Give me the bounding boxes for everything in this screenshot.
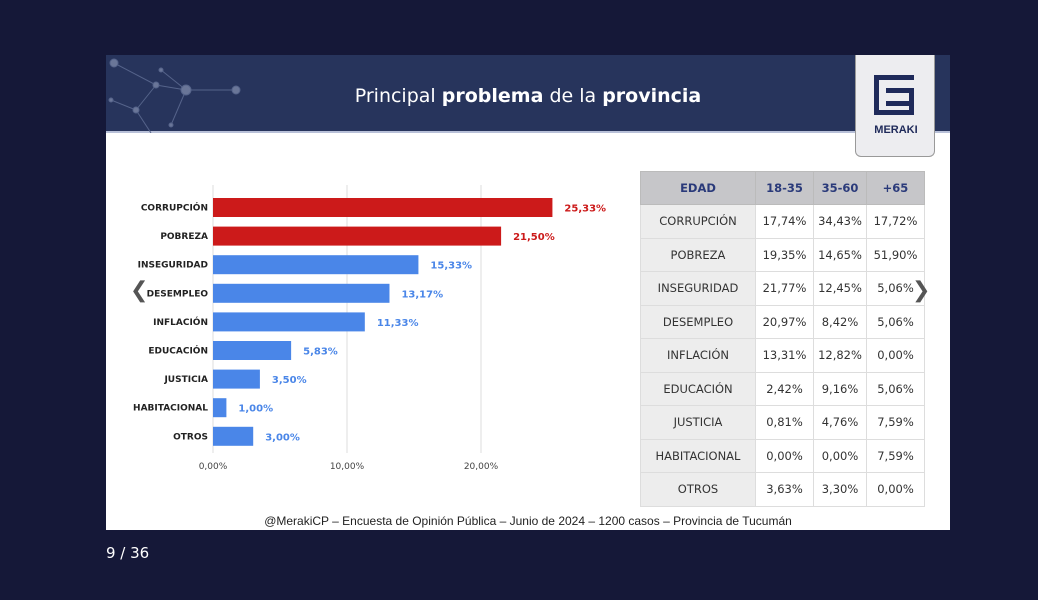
row-label: OTROS xyxy=(640,472,756,507)
table-row: OTROS 3,63% 3,30% 0,00% xyxy=(640,472,925,507)
table-cell: 13,31% xyxy=(755,338,814,373)
bar xyxy=(213,426,254,446)
table-row: HABITACIONAL 0,00% 0,00% 7,59% xyxy=(640,438,925,473)
table-cell: 5,06% xyxy=(866,371,925,406)
table-cell: 20,97% xyxy=(755,304,814,339)
category-label: POBREZA xyxy=(160,232,208,242)
title-part: provincia xyxy=(602,85,702,107)
page-indicator: 9 / 36 xyxy=(106,544,150,562)
data-label: 21,50% xyxy=(513,232,555,243)
table-cell: 0,00% xyxy=(866,338,925,373)
row-label: EDUCACIÓN xyxy=(640,371,756,406)
bar xyxy=(213,226,502,246)
table-cell: 0,00% xyxy=(813,438,867,473)
table-cell: 7,59% xyxy=(866,405,925,440)
table-row: POBREZA 19,35% 14,65% 51,90% xyxy=(640,237,925,272)
table-cell: 14,65% xyxy=(813,237,867,272)
table-cell: 21,77% xyxy=(755,271,814,306)
category-label: JUSTICIA xyxy=(163,375,208,385)
category-label: EDUCACIÓN xyxy=(148,345,208,357)
row-label: JUSTICIA xyxy=(640,405,756,440)
table-cell: 4,76% xyxy=(813,405,867,440)
table-row: INFLACIÓN 13,31% 12,82% 0,00% xyxy=(640,338,925,373)
meraki-logo: MERAKI xyxy=(855,55,935,157)
logo-text: MERAKI xyxy=(874,124,917,136)
table-cell: 51,90% xyxy=(866,237,925,272)
bar xyxy=(213,341,292,360)
table-cell: 2,42% xyxy=(755,371,814,406)
table-cell: 9,16% xyxy=(813,371,867,406)
data-label: 3,50% xyxy=(272,375,307,386)
table-cell: 12,45% xyxy=(813,271,867,306)
bar xyxy=(213,369,260,389)
data-label: 5,83% xyxy=(303,347,338,358)
x-tick-label: 20,00% xyxy=(464,462,499,472)
bar xyxy=(213,312,365,332)
table-row: EDUCACIÓN 2,42% 9,16% 5,06% xyxy=(640,371,925,406)
category-label: INSEGURIDAD xyxy=(138,261,208,271)
table-cell: 0,81% xyxy=(755,405,814,440)
data-label: 1,00% xyxy=(238,404,273,415)
data-label: 11,33% xyxy=(377,318,419,329)
bar xyxy=(213,283,390,303)
chevron-right-icon[interactable]: ❯ xyxy=(912,278,931,303)
table-cell: 17,74% xyxy=(755,204,814,239)
table-cell: 34,43% xyxy=(813,204,867,239)
row-label: INFLACIÓN xyxy=(640,338,756,373)
column-header: EDAD xyxy=(640,171,756,205)
slide-header: Principal problema de la provincia xyxy=(106,55,950,133)
chevron-left-icon[interactable]: ❮ xyxy=(130,278,149,303)
bar xyxy=(213,255,419,275)
table-cell: 7,59% xyxy=(866,438,925,473)
slide: Principal problema de la provincia MERAK… xyxy=(106,55,950,530)
column-header: 18-35 xyxy=(755,171,814,205)
bar-chart: 0,00% 10,00% 20,00% CORRUPCIÓN 25,33% POBREZA… xyxy=(133,185,606,472)
title-part: Principal xyxy=(354,85,442,107)
column-header: 35-60 xyxy=(813,171,867,205)
table-row: JUSTICIA 0,81% 4,76% 7,59% xyxy=(640,405,925,440)
row-label: CORRUPCIÓN xyxy=(640,204,756,239)
table-cell: 3,63% xyxy=(755,472,814,507)
bar xyxy=(213,398,227,418)
data-label: 3,00% xyxy=(265,432,300,443)
slide-footer: @MerakiCP – Encuesta de Opinión Pública … xyxy=(264,514,792,528)
table-cell: 0,00% xyxy=(866,472,925,507)
table-cell: 0,00% xyxy=(755,438,814,473)
table-row: DESEMPLEO 20,97% 8,42% 5,06% xyxy=(640,304,925,339)
row-label: POBREZA xyxy=(640,237,756,272)
category-label: OTROS xyxy=(173,432,208,442)
table-cell: 17,72% xyxy=(866,204,925,239)
age-table: EDAD 18-35 35-60 +65 CORRUPCIÓN 17,74% 34,43%… xyxy=(640,171,925,507)
category-label: CORRUPCIÓN xyxy=(141,202,208,214)
data-label: 15,33% xyxy=(430,261,472,272)
title-part: de la xyxy=(543,85,603,107)
x-tick-label: 0,00% xyxy=(199,462,228,472)
table-cell: 12,82% xyxy=(813,338,867,373)
network-decoration-icon xyxy=(108,58,241,133)
column-header: +65 xyxy=(866,171,925,205)
table-row: CORRUPCIÓN 17,74% 34,43% 17,72% xyxy=(640,204,925,239)
bar xyxy=(213,198,553,217)
data-label: 13,17% xyxy=(401,289,443,300)
table-cell: 3,30% xyxy=(813,472,867,507)
table-cell: 19,35% xyxy=(755,237,814,272)
category-label: DESEMPLEO xyxy=(147,289,209,299)
table-cell: 5,06% xyxy=(866,304,925,339)
title-part: problema xyxy=(441,85,544,107)
table-cell: 8,42% xyxy=(813,304,867,339)
category-label: INFLACIÓN xyxy=(153,316,208,328)
category-label: HABITACIONAL xyxy=(133,404,208,414)
slide-title: Principal problema de la provincia xyxy=(106,85,950,107)
row-label: HABITACIONAL xyxy=(640,438,756,473)
row-label: INSEGURIDAD xyxy=(640,271,756,306)
data-label: 25,33% xyxy=(564,204,606,215)
x-tick-label: 10,00% xyxy=(330,462,365,472)
row-label: DESEMPLEO xyxy=(640,304,756,339)
table-row: INSEGURIDAD 21,77% 12,45% 5,06% xyxy=(640,271,925,306)
